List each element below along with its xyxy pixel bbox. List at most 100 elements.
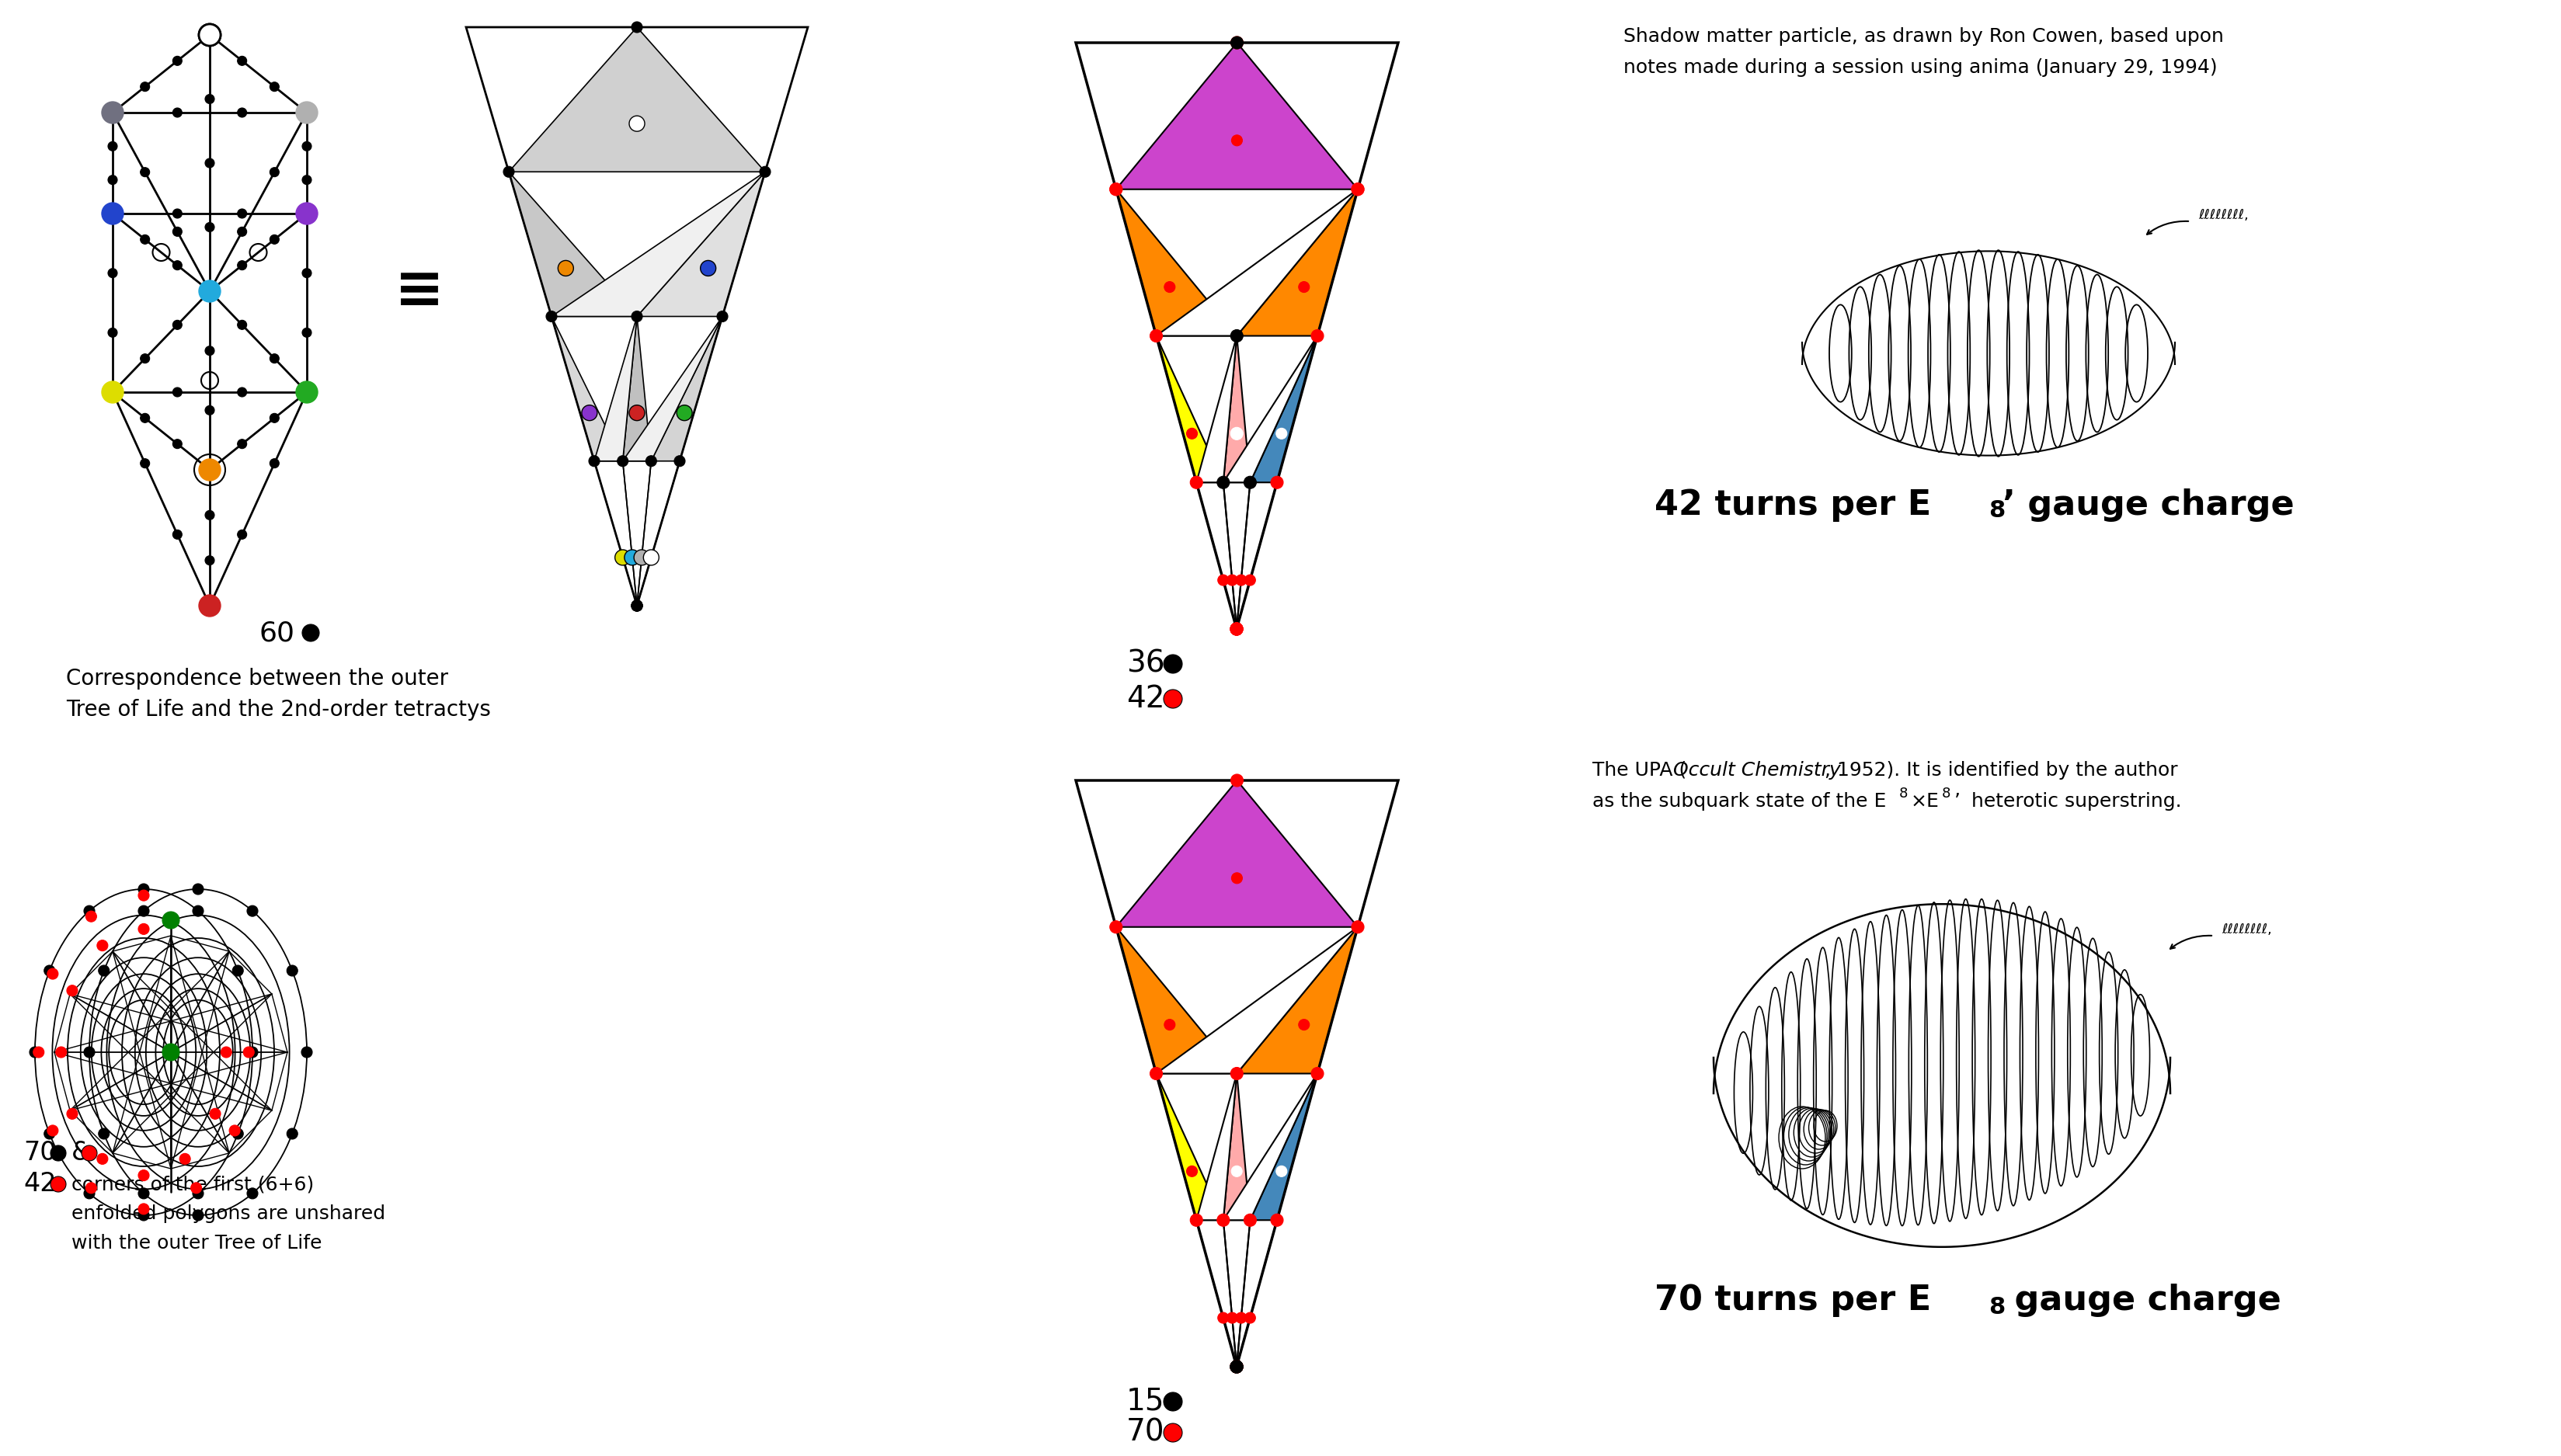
Circle shape: [287, 965, 297, 976]
Circle shape: [205, 159, 215, 167]
Circle shape: [85, 911, 97, 922]
Circle shape: [1270, 1214, 1283, 1226]
Circle shape: [1352, 183, 1365, 195]
Polygon shape: [1237, 1220, 1250, 1367]
Circle shape: [1229, 1360, 1242, 1373]
Circle shape: [243, 1047, 254, 1057]
Text: 42: 42: [23, 1172, 56, 1197]
Circle shape: [1229, 1360, 1242, 1373]
Circle shape: [138, 923, 149, 935]
Text: 42: 42: [1127, 684, 1165, 713]
Text: enfolded polygons are unshared: enfolded polygons are unshared: [72, 1204, 384, 1223]
Circle shape: [138, 1204, 149, 1214]
Circle shape: [31, 1047, 41, 1057]
Text: ’ gauge charge: ’ gauge charge: [2003, 488, 2295, 521]
Circle shape: [67, 1108, 77, 1120]
Circle shape: [1229, 1360, 1242, 1373]
Circle shape: [67, 986, 77, 996]
Text: 8: 8: [1941, 786, 1951, 801]
Circle shape: [161, 911, 179, 929]
Polygon shape: [1237, 482, 1250, 629]
Circle shape: [1229, 623, 1242, 635]
Polygon shape: [594, 462, 638, 606]
Text: with the outer Tree of Life: with the outer Tree of Life: [72, 1233, 323, 1252]
Text: The UPA (: The UPA (: [1593, 761, 1688, 779]
Circle shape: [1275, 428, 1288, 440]
Text: Shadow matter particle, as drawn by Ron Cowen, based upon: Shadow matter particle, as drawn by Ron …: [1624, 28, 2223, 45]
Circle shape: [138, 1188, 149, 1198]
Circle shape: [1165, 1019, 1175, 1031]
Circle shape: [297, 102, 318, 124]
Circle shape: [302, 141, 312, 151]
Text: 15: 15: [1127, 1388, 1165, 1417]
Circle shape: [172, 440, 182, 448]
Circle shape: [220, 1047, 230, 1057]
Circle shape: [141, 167, 149, 176]
Circle shape: [633, 600, 643, 612]
Circle shape: [1232, 428, 1242, 440]
Circle shape: [205, 95, 215, 103]
Circle shape: [172, 227, 182, 236]
Circle shape: [56, 1047, 67, 1057]
Circle shape: [269, 82, 279, 92]
Polygon shape: [510, 172, 638, 316]
Circle shape: [1298, 281, 1309, 293]
Circle shape: [85, 1188, 95, 1198]
Circle shape: [238, 108, 246, 118]
Polygon shape: [1224, 1220, 1237, 1367]
Circle shape: [246, 906, 259, 916]
Circle shape: [625, 550, 640, 565]
Circle shape: [179, 1153, 190, 1165]
Polygon shape: [1117, 927, 1237, 1073]
Polygon shape: [1237, 1220, 1278, 1367]
Polygon shape: [1117, 189, 1237, 336]
Circle shape: [46, 1125, 59, 1136]
Text: ’: ’: [1954, 792, 1962, 811]
Circle shape: [205, 556, 215, 565]
Circle shape: [230, 1125, 241, 1136]
Circle shape: [269, 167, 279, 176]
Circle shape: [269, 414, 279, 422]
Circle shape: [1109, 920, 1122, 933]
Circle shape: [1245, 1312, 1255, 1324]
Circle shape: [1229, 623, 1242, 635]
Circle shape: [1163, 1392, 1183, 1411]
Polygon shape: [1237, 1220, 1278, 1367]
Text: 8: 8: [1900, 786, 1908, 801]
Circle shape: [172, 530, 182, 539]
Circle shape: [138, 884, 149, 894]
Circle shape: [1232, 329, 1242, 342]
Circle shape: [1237, 1312, 1247, 1324]
Circle shape: [238, 57, 246, 66]
Circle shape: [717, 312, 727, 322]
Text: notes made during a session using anima (January 29, 1994): notes made during a session using anima …: [1624, 58, 2218, 77]
Circle shape: [1163, 690, 1183, 708]
Polygon shape: [1196, 482, 1237, 629]
Circle shape: [1229, 428, 1242, 440]
Text: 8: 8: [1987, 499, 2005, 521]
Circle shape: [1229, 1360, 1242, 1373]
Text: 70: 70: [1127, 1418, 1165, 1447]
Circle shape: [33, 1047, 44, 1057]
Polygon shape: [1250, 1073, 1316, 1220]
Text: ×E: ×E: [1911, 792, 1939, 811]
Circle shape: [138, 1171, 149, 1181]
Circle shape: [97, 1128, 110, 1139]
Circle shape: [238, 208, 246, 218]
Circle shape: [1232, 135, 1242, 146]
Circle shape: [192, 906, 202, 916]
Circle shape: [238, 320, 246, 329]
Circle shape: [1186, 1166, 1199, 1176]
Polygon shape: [650, 316, 722, 462]
Text: 70: 70: [23, 1140, 56, 1166]
Circle shape: [200, 281, 220, 301]
Polygon shape: [1155, 336, 1224, 482]
Circle shape: [141, 459, 149, 467]
Circle shape: [1245, 476, 1257, 489]
Circle shape: [589, 456, 599, 466]
Circle shape: [192, 1210, 202, 1220]
Polygon shape: [1237, 482, 1250, 629]
Circle shape: [138, 1210, 149, 1220]
Circle shape: [1216, 476, 1229, 489]
Polygon shape: [1237, 1220, 1250, 1367]
